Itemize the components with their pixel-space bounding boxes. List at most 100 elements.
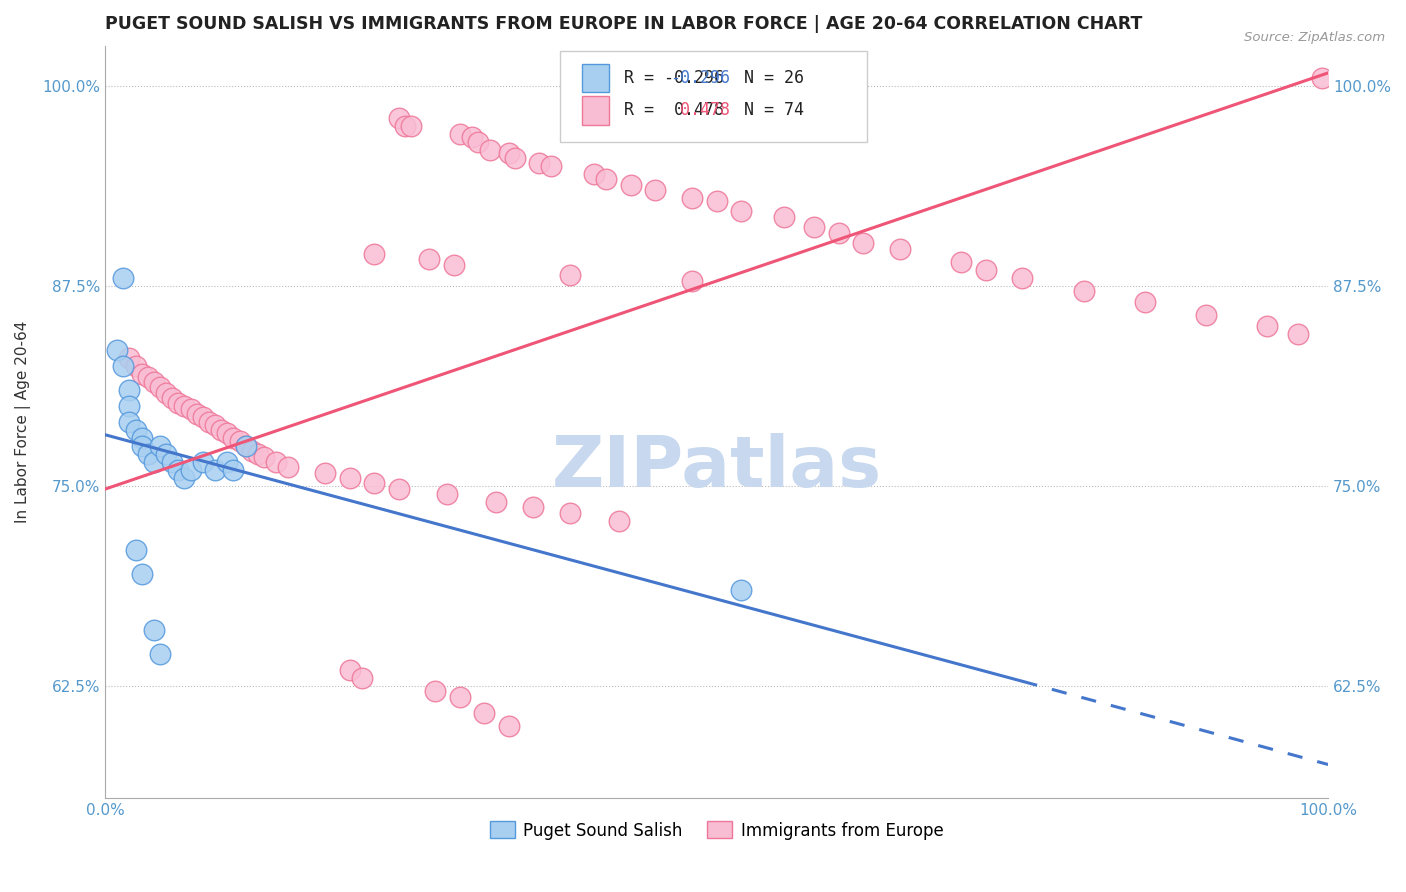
Point xyxy=(479,143,502,157)
Point xyxy=(1195,308,1218,322)
Point xyxy=(235,439,257,453)
Point xyxy=(240,443,263,458)
Text: -0.296: -0.296 xyxy=(671,69,730,87)
Point xyxy=(461,130,484,145)
Point xyxy=(217,426,239,441)
Point xyxy=(1310,70,1333,85)
Point xyxy=(527,155,550,169)
Point xyxy=(443,258,465,272)
Point xyxy=(118,383,141,397)
Point xyxy=(852,235,875,250)
Point xyxy=(136,370,159,384)
Text: R =  0.478  N = 74: R = 0.478 N = 74 xyxy=(624,102,804,120)
Point xyxy=(222,431,245,445)
Point xyxy=(558,506,581,520)
Point xyxy=(167,395,190,409)
Point xyxy=(118,415,141,429)
Point xyxy=(436,487,458,501)
Point xyxy=(124,423,146,437)
FancyBboxPatch shape xyxy=(560,51,868,142)
Point xyxy=(472,706,495,721)
Point xyxy=(1256,318,1278,333)
Point xyxy=(136,447,159,461)
Point xyxy=(204,418,226,433)
Point xyxy=(595,171,617,186)
Point xyxy=(180,402,202,417)
Point xyxy=(974,262,997,277)
Text: PUGET SOUND SALISH VS IMMIGRANTS FROM EUROPE IN LABOR FORCE | AGE 20-64 CORRELAT: PUGET SOUND SALISH VS IMMIGRANTS FROM EU… xyxy=(105,15,1142,33)
Point xyxy=(155,447,177,461)
Point xyxy=(498,145,520,160)
Point xyxy=(425,684,447,698)
Point xyxy=(149,439,172,453)
Point xyxy=(253,450,276,464)
FancyBboxPatch shape xyxy=(582,96,609,125)
Point xyxy=(1286,326,1309,341)
Point xyxy=(118,351,141,365)
Point xyxy=(105,343,128,357)
Point xyxy=(131,367,153,381)
Point xyxy=(803,219,825,234)
Point xyxy=(246,447,269,461)
Point xyxy=(1011,270,1033,285)
Point xyxy=(131,439,153,453)
Point xyxy=(217,455,239,469)
Point xyxy=(198,415,221,429)
Point xyxy=(522,500,544,514)
Legend: Puget Sound Salish, Immigrants from Europe: Puget Sound Salish, Immigrants from Euro… xyxy=(484,814,950,847)
Point xyxy=(889,242,911,256)
Point xyxy=(314,466,336,480)
Point xyxy=(149,379,172,393)
Point xyxy=(607,514,630,528)
Point xyxy=(228,434,250,449)
Point xyxy=(339,663,361,677)
Point xyxy=(339,471,361,485)
Point xyxy=(540,159,562,173)
Text: R = -0.296  N = 26: R = -0.296 N = 26 xyxy=(624,69,804,87)
Point xyxy=(162,391,184,405)
Text: Source: ZipAtlas.com: Source: ZipAtlas.com xyxy=(1244,31,1385,45)
Point xyxy=(681,191,703,205)
Point xyxy=(191,410,214,425)
Point xyxy=(350,671,373,685)
Point xyxy=(118,399,141,413)
Point xyxy=(162,455,184,469)
Point xyxy=(277,459,299,474)
Point xyxy=(264,455,287,469)
Point xyxy=(235,439,257,453)
Point xyxy=(394,119,416,133)
Point xyxy=(222,463,245,477)
Y-axis label: In Labor Force | Age 20-64: In Labor Force | Age 20-64 xyxy=(15,321,31,523)
Point xyxy=(706,194,728,208)
Point xyxy=(191,455,214,469)
Point xyxy=(418,252,440,266)
Point xyxy=(387,111,409,125)
Point xyxy=(173,471,195,485)
Point xyxy=(124,359,146,373)
Point xyxy=(772,210,794,224)
Point xyxy=(730,203,752,218)
Point xyxy=(204,463,226,477)
Point xyxy=(950,255,973,269)
Point xyxy=(449,127,471,141)
Point xyxy=(363,247,385,261)
Point xyxy=(149,647,172,661)
Point xyxy=(387,482,409,496)
Point xyxy=(167,463,190,477)
Point xyxy=(363,475,385,490)
Point xyxy=(142,375,165,389)
Point xyxy=(449,690,471,705)
Point xyxy=(644,183,666,197)
Point xyxy=(142,455,165,469)
Point xyxy=(173,399,195,413)
Point xyxy=(131,566,153,581)
Point xyxy=(209,423,232,437)
Point xyxy=(681,274,703,288)
Point xyxy=(112,270,135,285)
Point xyxy=(186,407,208,421)
Point xyxy=(620,178,643,192)
Point xyxy=(498,719,520,733)
Point xyxy=(583,167,606,181)
Point xyxy=(467,135,489,149)
Text: ZIPatlas: ZIPatlas xyxy=(551,433,882,501)
